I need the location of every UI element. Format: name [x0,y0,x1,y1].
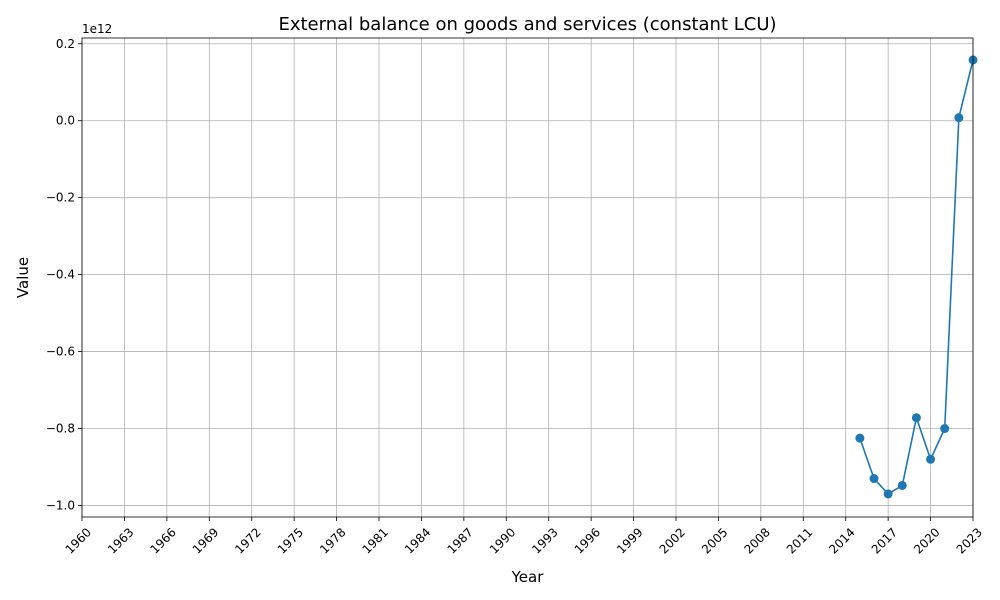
grid [81,38,974,517]
x-tick-label: 2017 [869,525,900,556]
data-point [883,489,893,499]
chart-title: External balance on goods and services (… [278,14,776,35]
y-tick-label: −0.8 [46,422,75,436]
series-group [855,55,978,499]
data-point [897,480,907,490]
x-tick-label: 1981 [360,525,391,556]
data-point [855,433,865,443]
y-offset-label: 1e12 [82,22,112,36]
y-tick-label: 0.0 [56,114,75,128]
x-axis-ticks: 1960 1963 1966 1969 1972 1975 1978 1981 1984 1987… [63,517,985,557]
x-axis-label: Year [511,568,545,586]
data-point [869,474,879,484]
y-tick-label: 0.2 [56,37,75,51]
x-tick-label: 2023 [954,525,985,556]
y-tick-label: −1.0 [46,498,75,512]
y-tick-label: −0.6 [46,345,75,359]
x-tick-label: 1987 [444,525,475,556]
data-point [911,413,921,423]
x-tick-label: 1996 [572,525,603,556]
y-axis-label: Value [14,257,32,298]
x-tick-label: 1999 [614,525,645,556]
x-tick-label: 1978 [317,525,348,556]
y-tick-label: −0.4 [46,268,75,282]
x-tick-label: 2014 [826,525,857,556]
data-point [926,454,936,464]
data-point [940,424,950,434]
data-point [954,113,964,123]
x-tick-label: 1966 [147,525,178,556]
x-tick-label: 2008 [741,525,772,556]
x-tick-label: 1993 [529,525,560,556]
x-tick-label: 1984 [402,525,433,556]
plot-frame [81,37,974,518]
x-tick-label: 2005 [699,525,730,556]
x-tick-label: 1960 [63,525,94,556]
x-tick-label: 2002 [657,525,688,556]
x-tick-label: 1975 [275,525,306,556]
x-tick-label: 1972 [232,525,263,556]
x-tick-label: 1963 [105,525,136,556]
x-tick-label: 1969 [190,525,221,556]
x-tick-label: 1990 [487,525,518,556]
x-tick-label: 2020 [911,525,942,556]
y-axis-ticks: 0.2 0.0 −0.2 −0.4 −0.6 −0.8 −1.0 [46,37,82,512]
x-tick-label: 2011 [784,525,815,556]
y-tick-label: −0.2 [46,191,75,205]
